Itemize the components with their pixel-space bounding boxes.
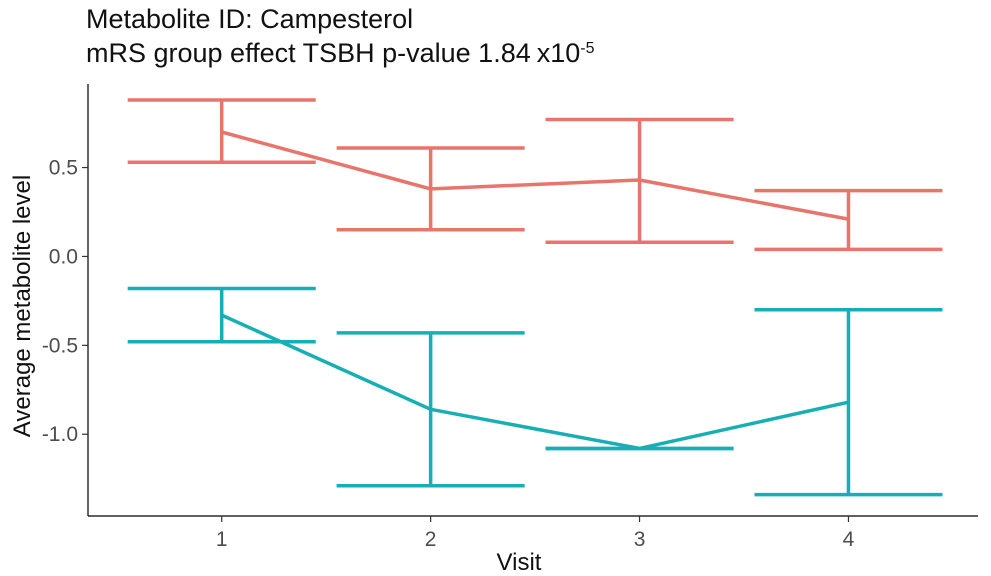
- series-line: [221, 130, 849, 221]
- series-2: [127, 286, 943, 497]
- x-tick-label: 1: [216, 528, 228, 551]
- series-1: [127, 98, 943, 252]
- chart-title: Metabolite ID: Campesterol: [86, 4, 414, 34]
- x-tick-label: 2: [425, 528, 437, 551]
- axes: [82, 84, 978, 522]
- chart-subtitle: mRS group effect TSBH p-value 1.84 x10-5: [86, 36, 595, 70]
- x-axis-title: Visit: [497, 549, 542, 576]
- y-tick-label: 0.0: [49, 245, 78, 268]
- series-layer: [127, 98, 943, 497]
- labels-layer: 0.5 0.0 -0.5 -1.0 1 2 3 4 Visit Average metabolit…: [9, 157, 855, 576]
- y-tick-label: -0.5: [42, 334, 78, 357]
- y-tick-label: -1.0: [42, 423, 78, 446]
- y-axis-title: Average metabolite level: [9, 175, 36, 437]
- chart-title-block: Metabolite ID: Campesterol mRS group eff…: [86, 2, 595, 70]
- subtitle-text: mRS group effect TSBH p-value 1.84: [86, 38, 531, 68]
- x-tick-label: 3: [634, 528, 646, 551]
- subtitle-exponent: -5: [580, 40, 595, 57]
- subtitle-multiplier: x10: [536, 38, 581, 68]
- y-tick-label: 0.5: [49, 157, 78, 180]
- series-line: [220, 313, 849, 451]
- x-tick-label: 4: [843, 528, 855, 551]
